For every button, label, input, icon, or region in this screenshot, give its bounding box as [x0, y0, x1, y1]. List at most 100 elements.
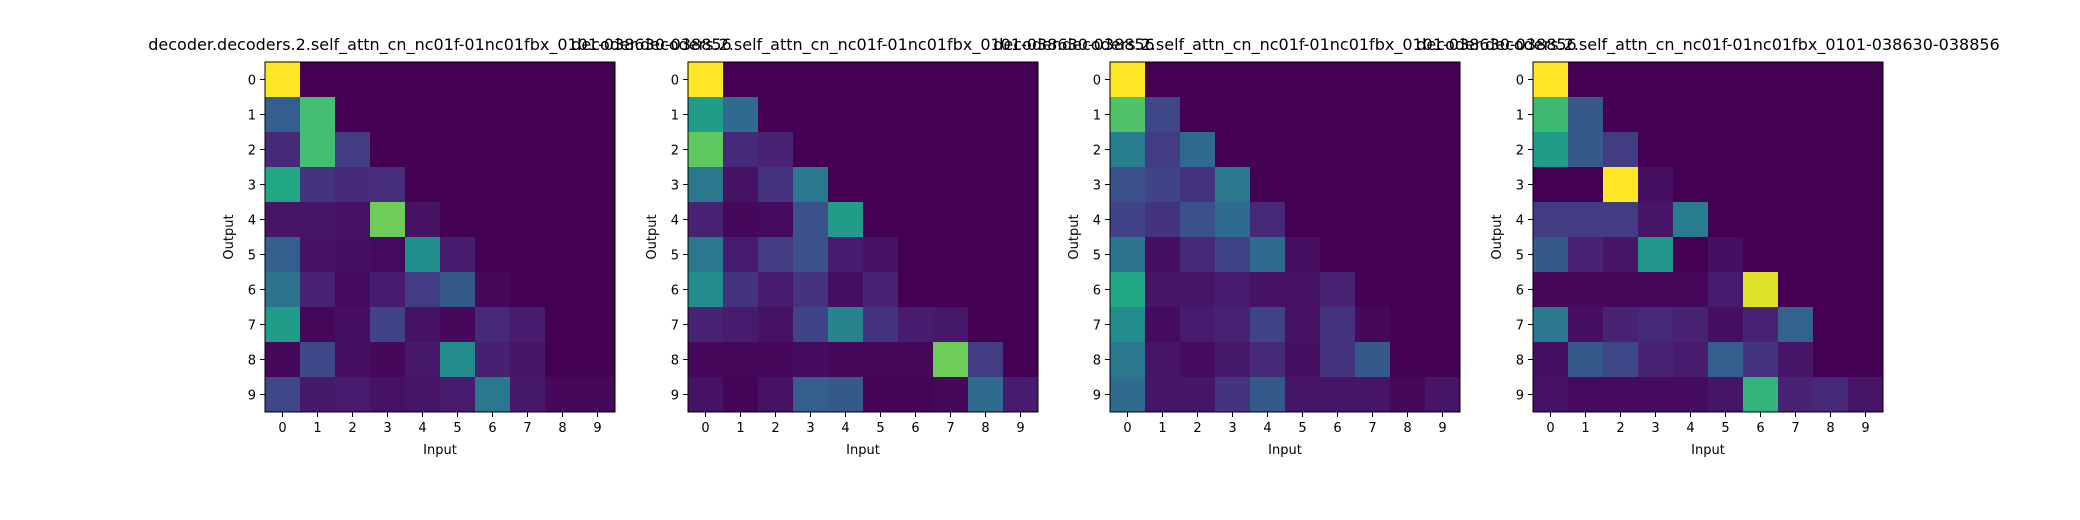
heatmap-cell-r0-c5: [1285, 62, 1321, 98]
heatmap-cell-r8-c7: [510, 342, 546, 378]
heatmap-cell-r3-c2: [1180, 167, 1216, 203]
x-tick-label: 9: [593, 421, 601, 436]
heatmap-cell-r0-c0: [265, 62, 301, 98]
heatmap-cell-r1-c6: [475, 97, 511, 133]
heatmap-cell-r3-c9: [580, 167, 616, 203]
heatmap-cell-r5-c2: [1180, 237, 1216, 273]
x-tick-label: 0: [1123, 421, 1131, 436]
heatmap-cell-r3-c3: [1638, 167, 1674, 203]
x-tick-label: 0: [278, 421, 286, 436]
heatmap-cell-r2-c5: [1285, 132, 1321, 168]
heatmap-cell-r5-c7: [1778, 237, 1814, 273]
heatmap-cell-r1-c8: [545, 97, 581, 133]
heatmap-cell-r2-c2: [758, 132, 794, 168]
heatmap-cell-r5-c8: [1813, 237, 1849, 273]
heatmap-cell-r8-c4: [1250, 342, 1286, 378]
x-tick-label: 3: [1228, 421, 1236, 436]
heatmap-cell-r6-c3: [793, 272, 829, 308]
x-tick-label: 8: [1403, 421, 1411, 436]
heatmap-cell-r0-c1: [1568, 62, 1604, 98]
heatmap-cell-r9-c6: [475, 377, 511, 413]
heatmap-cell-r5-c4: [828, 237, 864, 273]
heatmap-cell-r5-c7: [933, 237, 969, 273]
heatmap-cell-r9-c9: [1003, 377, 1039, 413]
heatmap-cell-r1-c8: [968, 97, 1004, 133]
heatmap-cell-r3-c7: [933, 167, 969, 203]
heatmap-cell-r1-c1: [1568, 97, 1604, 133]
heatmap-cell-r8-c6: [898, 342, 934, 378]
heatmap-cell-r7-c1: [1145, 307, 1181, 343]
heatmap-cell-r7-c0: [1533, 307, 1569, 343]
heatmap-cell-r0-c0: [688, 62, 724, 98]
heatmap-cell-r9-c6: [1743, 377, 1779, 413]
heatmap-cell-r3-c0: [688, 167, 724, 203]
heatmap-cell-r8-c4: [828, 342, 864, 378]
x-tick-label: 5: [453, 421, 461, 436]
y-tick-label: 5: [1516, 249, 1524, 264]
heatmap-cell-r1-c5: [863, 97, 899, 133]
y-tick-label: 0: [1093, 74, 1101, 89]
heatmap-cell-r4-c2: [335, 202, 371, 238]
heatmap-cell-r5-c5: [1708, 237, 1744, 273]
heatmap-cell-r0-c5: [863, 62, 899, 98]
heatmap-cell-r1-c5: [1285, 97, 1321, 133]
heatmap-cell-r5-c1: [1145, 237, 1181, 273]
heatmap-cell-r5-c0: [1533, 237, 1569, 273]
heatmap-cell-r1-c2: [335, 97, 371, 133]
heatmap-cell-r9-c4: [405, 377, 441, 413]
heatmap-panel-2: 0 1 2 3 4 5 6 7 8 9 0 1 2 3 4 5 6 7 8 9 Input Output decoder.d…: [571, 35, 1154, 458]
heatmap-cell-r4-c1: [1568, 202, 1604, 238]
x-tick-label: 6: [1756, 421, 1764, 436]
heatmap-cell-r5-c1: [300, 237, 336, 273]
heatmap-cell-r6-c5: [1285, 272, 1321, 308]
heatmap-cell-r6-c1: [723, 272, 759, 308]
heatmap-cell-r2-c7: [1778, 132, 1814, 168]
y-tick-label: 8: [1093, 354, 1101, 369]
heatmap-cell-r4-c0: [1110, 202, 1146, 238]
x-tick-label: 9: [1438, 421, 1446, 436]
x-tick-label: 3: [383, 421, 391, 436]
y-tick-label: 9: [248, 389, 256, 404]
heatmap-cell-r7-c4: [1673, 307, 1709, 343]
y-tick-label: 7: [1516, 319, 1524, 334]
heatmap-cell-r2-c3: [1638, 132, 1674, 168]
heatmap-cell-r9-c5: [1285, 377, 1321, 413]
heatmap-cell-r0-c8: [545, 62, 581, 98]
heatmap-cell-r7-c4: [405, 307, 441, 343]
heatmap-cell-r3-c5: [1285, 167, 1321, 203]
heatmap-cell-r7-c8: [545, 307, 581, 343]
heatmap-cell-r2-c7: [1355, 132, 1391, 168]
x-tick-label: 7: [946, 421, 954, 436]
heatmap-cell-r1-c7: [1778, 97, 1814, 133]
heatmap-cell-r1-c7: [510, 97, 546, 133]
heatmap-cell-r8-c7: [1355, 342, 1391, 378]
heatmap-cell-r4-c3: [793, 202, 829, 238]
heatmap-cell-r2-c6: [475, 132, 511, 168]
heatmap-cell-r3-c8: [968, 167, 1004, 203]
heatmap-cell-r8-c4: [1673, 342, 1709, 378]
heatmap-cell-r4-c6: [1320, 202, 1356, 238]
heatmap-cell-r8-c1: [723, 342, 759, 378]
heatmap-cell-r6-c9: [1003, 272, 1039, 308]
heatmap-cell-r9-c5: [440, 377, 476, 413]
heatmap-cell-r4-c9: [1003, 202, 1039, 238]
x-tick-label: 8: [558, 421, 566, 436]
heatmap-cell-r6-c6: [1320, 272, 1356, 308]
heatmap-cell-r9-c1: [1568, 377, 1604, 413]
heatmap-panel-1: 0 1 2 3 4 5 6 7 8 9 0 1 2 3 4 5 6 7 8 9 Input Output decoder.d…: [148, 35, 731, 458]
heatmap-cell-r8-c7: [1778, 342, 1814, 378]
heatmap-cell-r8-c4: [405, 342, 441, 378]
heatmap-cell-r9-c3: [793, 377, 829, 413]
heatmap-cell-r5-c3: [1638, 237, 1674, 273]
heatmap-cell-r4-c1: [723, 202, 759, 238]
x-tick-label: 4: [841, 421, 849, 436]
heatmap-cell-r1-c1: [723, 97, 759, 133]
heatmap-cell-r2-c5: [440, 132, 476, 168]
heatmap-cell-r4-c1: [300, 202, 336, 238]
heatmap-cell-r5-c0: [688, 237, 724, 273]
heatmap-cell-r9-c7: [933, 377, 969, 413]
heatmap-cell-r8-c3: [1215, 342, 1251, 378]
heatmap-cell-r3-c5: [863, 167, 899, 203]
heatmap-cell-r6-c0: [1533, 272, 1569, 308]
